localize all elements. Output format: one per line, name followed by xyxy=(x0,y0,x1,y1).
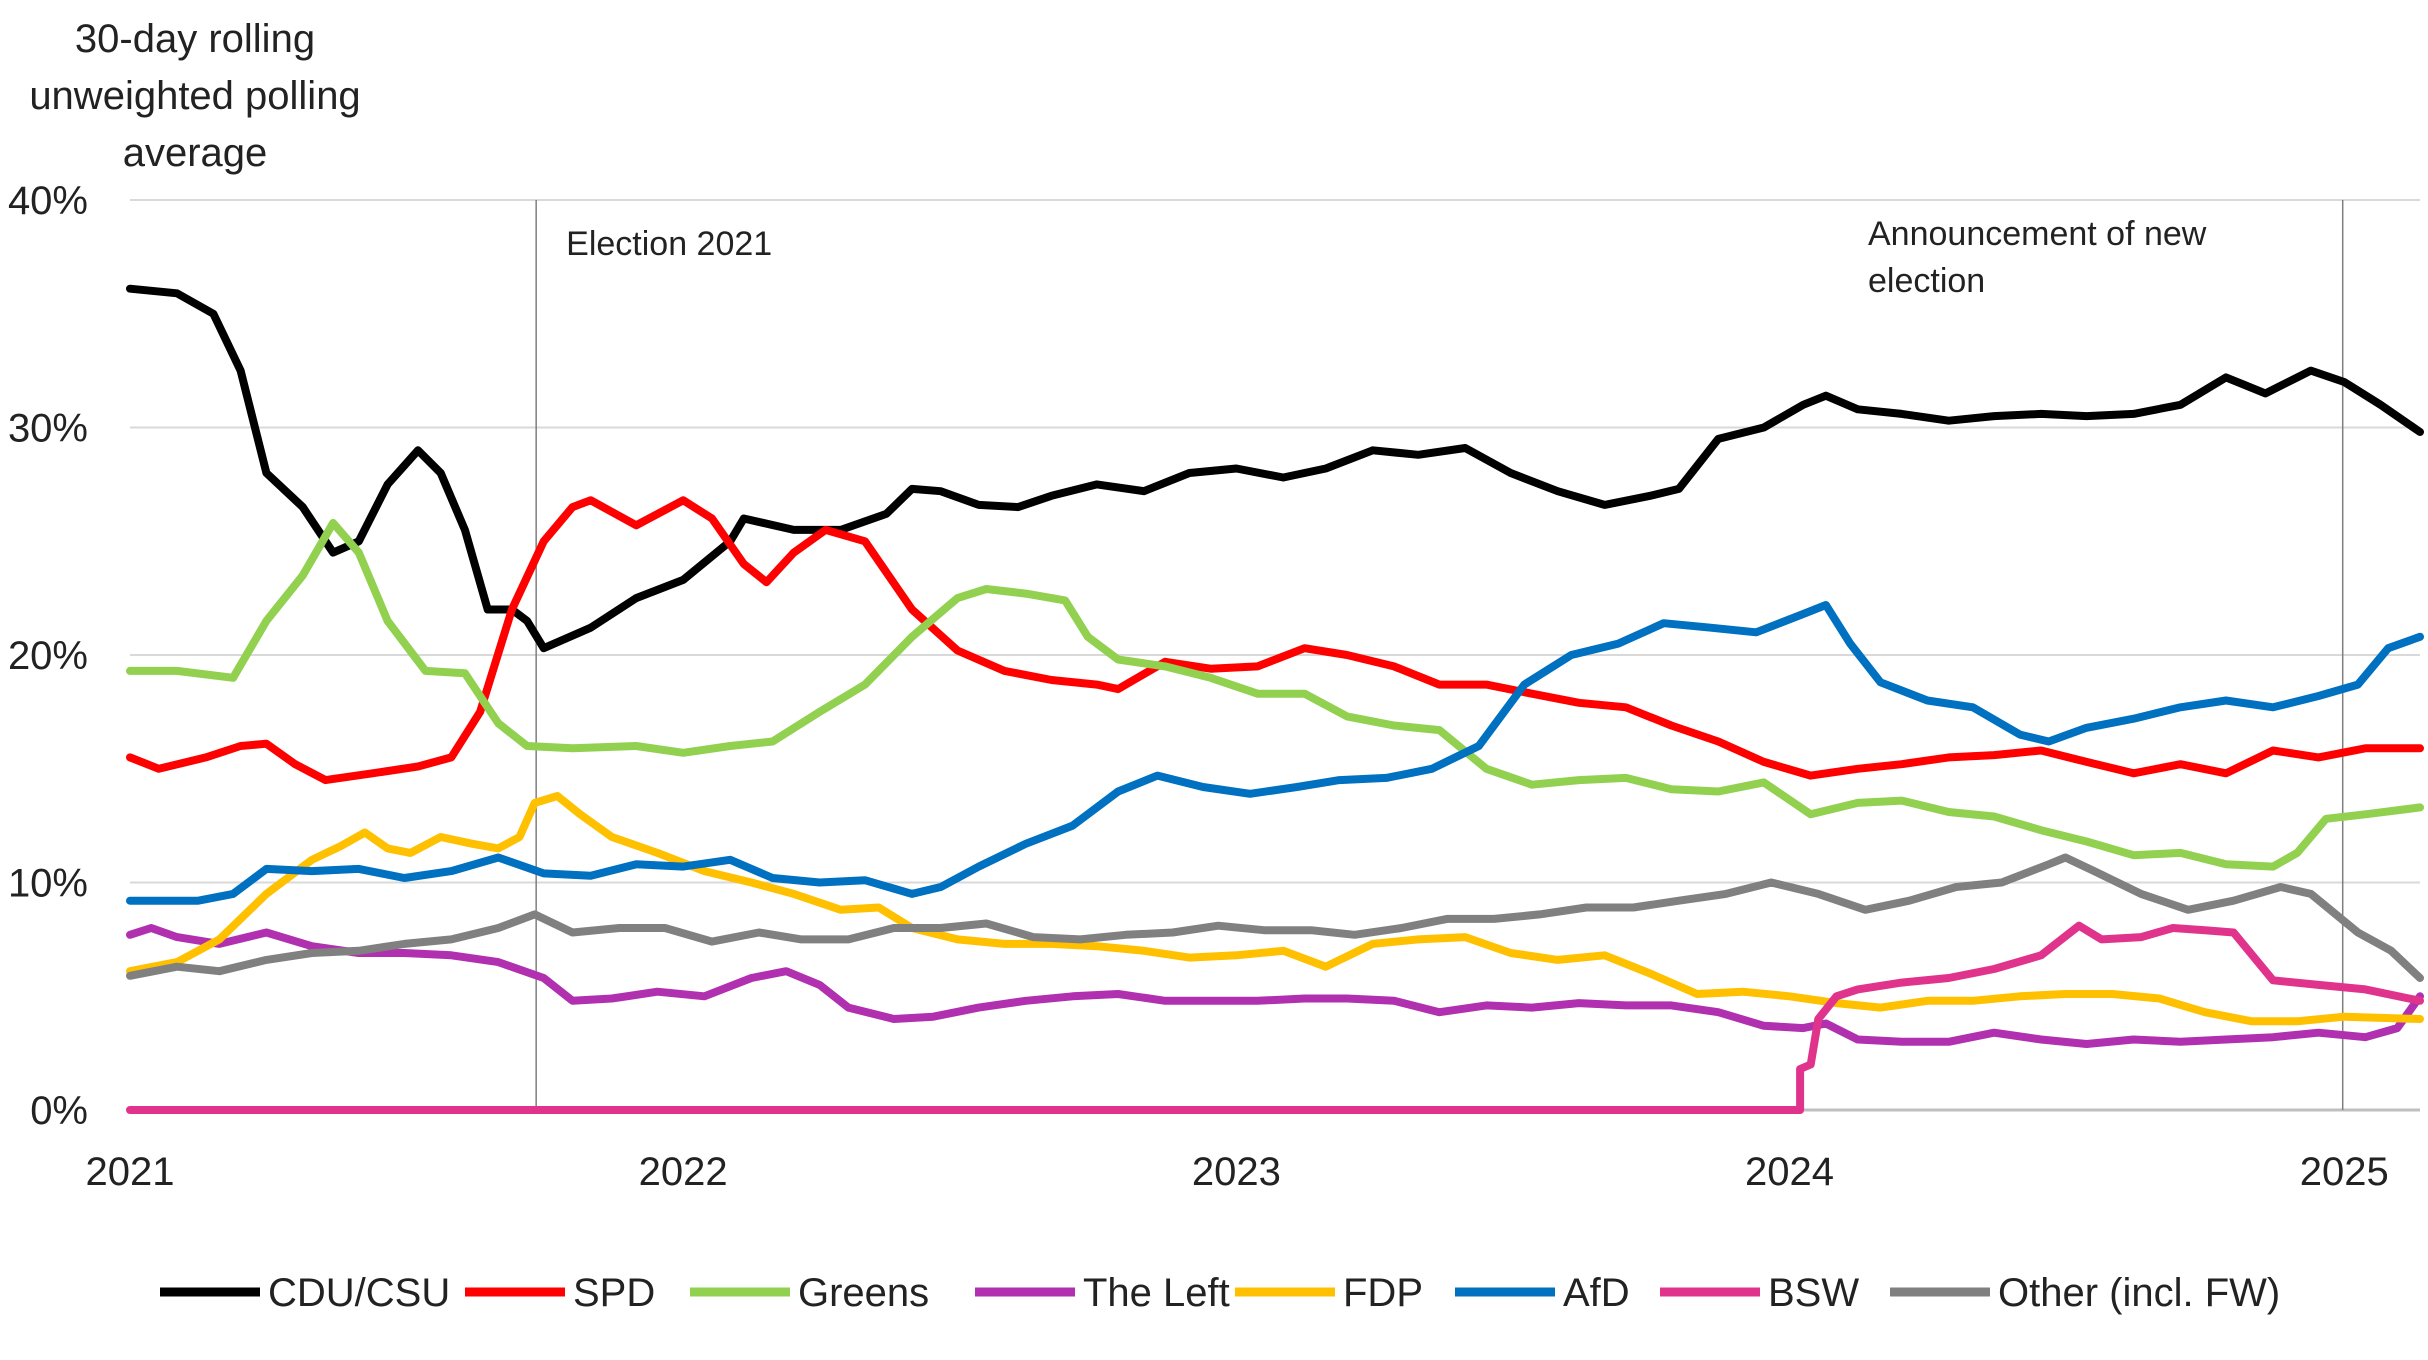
y-axis-title: 30-day rolling unweighted polling average xyxy=(29,17,360,175)
series-line-fdp xyxy=(126,792,2424,1026)
legend-label: SPD xyxy=(573,1271,655,1315)
legend-label: FDP xyxy=(1343,1271,1423,1315)
x-tick-label: 2024 xyxy=(1745,1150,1834,1194)
x-tick-label: 2023 xyxy=(1192,1150,1281,1194)
series-line-afd xyxy=(126,601,2424,905)
legend-label: BSW xyxy=(1768,1271,1859,1315)
annotation-labels: Election 2021 Announcement of new election xyxy=(566,215,2207,300)
y-axis-title-line: average xyxy=(123,131,268,175)
y-tick-label: 20% xyxy=(8,634,88,678)
annotation-label: Election 2021 xyxy=(566,225,772,263)
legend-label: Greens xyxy=(798,1271,929,1315)
y-axis-title-line: unweighted polling xyxy=(29,74,360,118)
series-line-greens xyxy=(126,519,2424,871)
gridlines xyxy=(130,199,2420,1112)
legend-label: The Left xyxy=(1083,1271,1230,1315)
legend-label: Other (incl. FW) xyxy=(1998,1271,2280,1315)
annotation-label-line: election xyxy=(1868,262,1985,300)
x-tick-label: 2021 xyxy=(86,1150,175,1194)
series-line-cdu-csu xyxy=(126,284,2424,653)
series-line-the-left xyxy=(126,924,2424,1048)
y-tick-labels: 0% 10% 20% 30% 40% xyxy=(8,179,88,1133)
x-tick-labels: 2021 2022 2023 2024 2025 xyxy=(86,1150,2389,1194)
x-tick-label: 2022 xyxy=(639,1150,728,1194)
y-tick-label: 30% xyxy=(8,407,88,451)
series-line-other-incl-fw xyxy=(126,853,2424,982)
legend-label: AfD xyxy=(1563,1271,1630,1315)
legend: CDU/CSU SPD Greens The Left FDP AfD BSW Other (… xyxy=(160,1271,2280,1315)
y-axis-title-line: 30-day rolling xyxy=(75,17,315,61)
y-tick-label: 10% xyxy=(8,862,88,906)
legend-label: CDU/CSU xyxy=(268,1271,450,1315)
x-tick-label: 2025 xyxy=(2300,1150,2389,1194)
series-lines xyxy=(126,284,2424,1114)
y-tick-label: 40% xyxy=(8,179,88,223)
series-line-spd xyxy=(126,496,2424,785)
series-line-bsw xyxy=(126,921,2424,1114)
y-tick-label: 0% xyxy=(30,1089,88,1133)
annotation-label-line: Announcement of new xyxy=(1868,215,2207,253)
annotation-lines xyxy=(535,200,2344,1110)
